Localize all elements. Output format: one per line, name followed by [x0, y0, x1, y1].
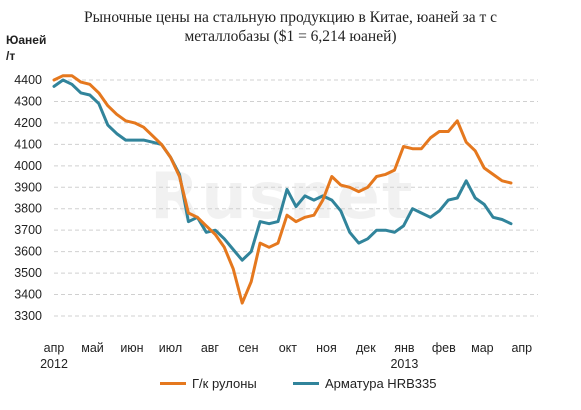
x-tick-label: сен — [238, 341, 258, 355]
grid-lines — [54, 79, 538, 317]
legend-item-rebar: Арматура HRB335 — [293, 376, 436, 391]
series-lines — [52, 74, 513, 305]
y-tick-label: 3700 — [14, 223, 42, 237]
y-tick-label: 3400 — [14, 288, 42, 302]
legend-label-rebar: Арматура HRB335 — [325, 376, 437, 391]
x-year-label: 2012 — [40, 357, 68, 370]
legend-swatch-rebar — [293, 382, 319, 385]
x-tick-label: апр — [511, 341, 532, 355]
y-axis-label-line-2: /т — [6, 49, 16, 63]
x-tick-label: май — [81, 341, 104, 355]
y-tick-label: 4100 — [14, 137, 42, 151]
y-tick-label: 3300 — [14, 309, 42, 323]
x-tick-label: дек — [356, 341, 376, 355]
series-line-hot-rolled-coil — [52, 74, 513, 305]
chart-plot: 3300 3400 3500 3600 3700 3800 3900 4000 4100 4200… — [14, 73, 538, 370]
chart-title-line-2: металлобазы ($1 = 6,214 юаней) — [184, 28, 397, 45]
x-axis-ticks: апр май июн июл авг сен окт ноя дек янв фев мар апр 2… — [40, 341, 532, 370]
legend: Г/к рулоны Арматура HRB335 — [0, 372, 581, 396]
x-tick-label: фев — [432, 341, 456, 355]
y-tick-label: 4000 — [14, 159, 42, 173]
chart-title: Рыночные цены на стальную продукцию в Ки… — [0, 8, 581, 46]
x-tick-label: апр — [44, 341, 65, 355]
watermark: Rusnet — [150, 160, 415, 234]
x-tick-label: июл — [159, 341, 182, 355]
x-tick-label: авг — [201, 341, 220, 355]
x-tick-label: мар — [471, 341, 494, 355]
y-tick-label: 3600 — [14, 245, 42, 259]
x-tick-label: янв — [394, 341, 415, 355]
y-axis-label-line-1: Юаней — [6, 33, 47, 47]
x-tick-label: июн — [120, 341, 143, 355]
y-axis-label: Юаней /т — [6, 32, 46, 64]
y-axis-ticks: 3300 3400 3500 3600 3700 3800 3900 4000 4100 4200… — [14, 73, 42, 323]
legend-item-hot-rolled-coil: Г/к рулоны — [160, 376, 257, 391]
x-tick-label: ноя — [316, 341, 337, 355]
legend-swatch-hot-rolled-coil — [160, 382, 186, 385]
y-tick-label: 4200 — [14, 116, 42, 130]
legend-label-hot-rolled-coil: Г/к рулоны — [192, 376, 257, 391]
y-tick-label: 3500 — [14, 266, 42, 280]
x-tick-label: окт — [279, 341, 298, 355]
x-year-label: 2013 — [390, 357, 418, 370]
y-tick-label: 4300 — [14, 94, 42, 108]
chart-title-line-1: Рыночные цены на стальную продукцию в Ки… — [84, 9, 497, 26]
y-tick-label: 3800 — [14, 202, 42, 216]
y-tick-label: 3900 — [14, 180, 42, 194]
y-tick-label: 4400 — [14, 73, 42, 87]
series-line-rebar — [52, 78, 513, 262]
